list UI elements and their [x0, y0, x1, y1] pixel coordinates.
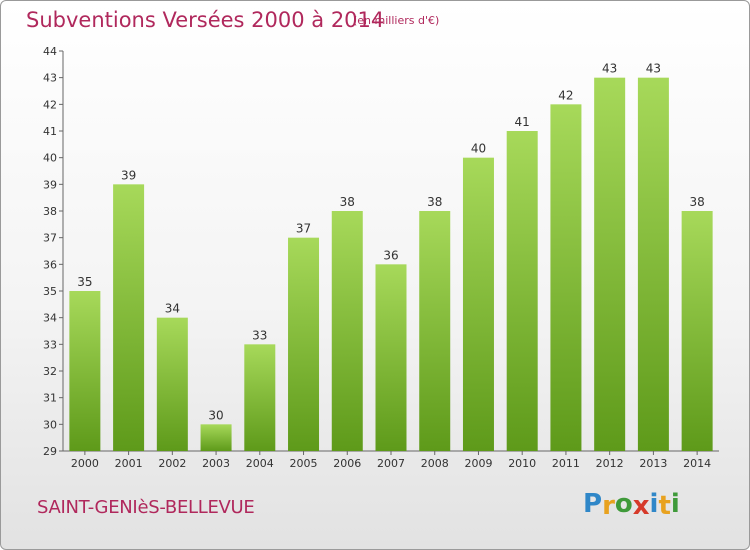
value-label-2003: 30 — [208, 408, 223, 422]
value-label-2010: 41 — [515, 115, 530, 129]
logo-letter: i — [649, 489, 659, 519]
bar-2007 — [375, 264, 407, 451]
x-tick-label-2002: 2002 — [158, 457, 186, 470]
y-tick-label: 38 — [43, 205, 57, 218]
y-tick-label: 37 — [43, 232, 57, 245]
value-label-2005: 37 — [296, 222, 311, 236]
unit-note: (en milliers d'€) — [353, 14, 440, 27]
y-tick-label: 33 — [43, 338, 57, 351]
value-label-2007: 36 — [383, 248, 398, 262]
value-label-2008: 38 — [427, 195, 442, 209]
y-tick-label: 39 — [43, 178, 57, 191]
y-tick-label: 34 — [43, 312, 57, 325]
bar-2008 — [419, 211, 451, 451]
x-tick-label-2009: 2009 — [464, 457, 492, 470]
value-label-2006: 38 — [340, 195, 355, 209]
bar-2002 — [156, 317, 188, 451]
value-label-2012: 43 — [602, 62, 617, 76]
x-tick-label-2004: 2004 — [246, 457, 274, 470]
y-tick-label: 42 — [43, 98, 57, 111]
x-tick-label-2001: 2001 — [115, 457, 143, 470]
y-tick-label: 29 — [43, 445, 57, 458]
bar-2011 — [550, 104, 582, 451]
bar-2003 — [200, 424, 232, 451]
y-tick-label: 32 — [43, 365, 57, 378]
bar-2000 — [69, 291, 101, 451]
logo-letter: o — [614, 489, 633, 519]
x-tick-label-2006: 2006 — [333, 457, 361, 470]
logo-letter: r — [602, 491, 615, 521]
y-tick-label: 41 — [43, 125, 57, 138]
value-label-2001: 39 — [121, 168, 136, 182]
logo-letter: i — [670, 489, 680, 519]
value-label-2002: 34 — [165, 302, 180, 316]
x-tick-label-2014: 2014 — [683, 457, 711, 470]
bar-2010 — [506, 131, 538, 451]
y-tick-label: 31 — [43, 392, 57, 405]
x-tick-label-2010: 2010 — [508, 457, 536, 470]
x-tick-label-2005: 2005 — [290, 457, 318, 470]
logo-letter: x — [632, 491, 650, 521]
y-tick-label: 30 — [43, 418, 57, 431]
bar-2013 — [637, 77, 669, 452]
value-label-2011: 42 — [558, 88, 573, 102]
logo-letter: t — [658, 491, 671, 521]
chart-title: Subventions Versées 2000 à 2014 — [26, 8, 385, 32]
x-tick-label-2003: 2003 — [202, 457, 230, 470]
bar-2009 — [462, 157, 494, 451]
bar-2012 — [594, 77, 626, 452]
x-tick-label-2008: 2008 — [421, 457, 449, 470]
y-tick-label: 44 — [43, 45, 57, 58]
bar-2005 — [288, 237, 320, 451]
value-label-2013: 43 — [646, 62, 661, 76]
x-tick-label-2012: 2012 — [596, 457, 624, 470]
x-tick-label-2000: 2000 — [71, 457, 99, 470]
x-tick-label-2013: 2013 — [639, 457, 667, 470]
y-tick-label: 35 — [43, 285, 57, 298]
x-tick-label-2011: 2011 — [552, 457, 580, 470]
bar-2014 — [681, 211, 713, 451]
y-tick-label: 40 — [43, 152, 57, 165]
value-label-2009: 40 — [471, 142, 486, 156]
logo-letter: P — [583, 489, 603, 519]
proxiti-logo: Proxiti — [583, 489, 680, 521]
bar-2001 — [113, 184, 145, 452]
value-label-2014: 38 — [689, 195, 704, 209]
bar-2006 — [331, 211, 363, 451]
value-label-2004: 33 — [252, 328, 267, 342]
y-tick-label: 36 — [43, 258, 57, 271]
value-label-2000: 35 — [77, 275, 92, 289]
bar-2004 — [244, 344, 276, 451]
y-tick-label: 43 — [43, 72, 57, 85]
x-tick-label-2007: 2007 — [377, 457, 405, 470]
commune-name: SAINT-GENIèS-BELLEVUE — [37, 497, 255, 518]
